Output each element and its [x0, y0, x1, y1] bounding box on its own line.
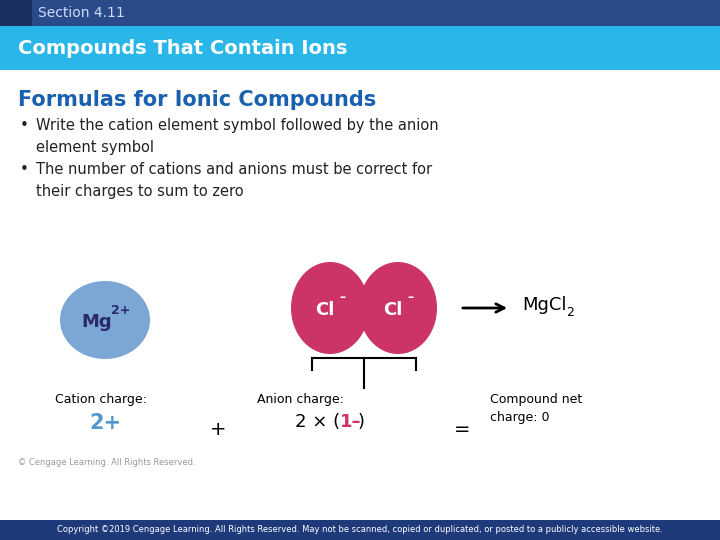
Text: Anion charge:: Anion charge:: [257, 393, 344, 406]
Ellipse shape: [60, 281, 150, 359]
Text: Cl: Cl: [315, 301, 335, 319]
Bar: [0, 520, 720, 540]
Text: –: –: [339, 292, 345, 305]
Ellipse shape: [359, 262, 437, 354]
Text: Cation charge:: Cation charge:: [55, 393, 147, 406]
Text: Formulas for Ionic Compounds: Formulas for Ionic Compounds: [18, 90, 377, 110]
Text: 1–: 1–: [340, 413, 361, 431]
Ellipse shape: [291, 262, 369, 354]
Text: MgCl: MgCl: [522, 296, 567, 314]
Text: 2 × (: 2 × (: [295, 413, 340, 431]
Text: •: •: [20, 118, 29, 133]
Text: © Cengage Learning. All Rights Reserved.: © Cengage Learning. All Rights Reserved.: [18, 458, 196, 467]
Text: Section 4.11: Section 4.11: [38, 6, 125, 20]
Text: Compound net
charge: 0: Compound net charge: 0: [490, 393, 582, 424]
Text: Compounds That Contain Ions: Compounds That Contain Ions: [18, 38, 347, 57]
Text: •: •: [20, 162, 29, 177]
Text: Cl: Cl: [383, 301, 402, 319]
Text: Write the cation element symbol followed by the anion
element symbol: Write the cation element symbol followed…: [36, 118, 438, 154]
Text: ): ): [358, 413, 365, 431]
Text: 2: 2: [566, 306, 574, 319]
Text: –: –: [407, 292, 413, 305]
Text: =: =: [454, 420, 470, 439]
Text: Mg: Mg: [81, 313, 112, 331]
Bar: [0, 0, 32, 26]
Text: The number of cations and anions must be correct for
their charges to sum to zer: The number of cations and anions must be…: [36, 162, 432, 199]
Text: +: +: [210, 420, 226, 439]
Text: Copyright ©2019 Cengage Learning. All Rights Reserved. May not be scanned, copie: Copyright ©2019 Cengage Learning. All Ri…: [57, 525, 663, 535]
Text: 2+: 2+: [112, 303, 131, 316]
Text: 2+: 2+: [89, 413, 121, 433]
Bar: [0, 26, 720, 70]
Bar: [0, 0, 720, 26]
